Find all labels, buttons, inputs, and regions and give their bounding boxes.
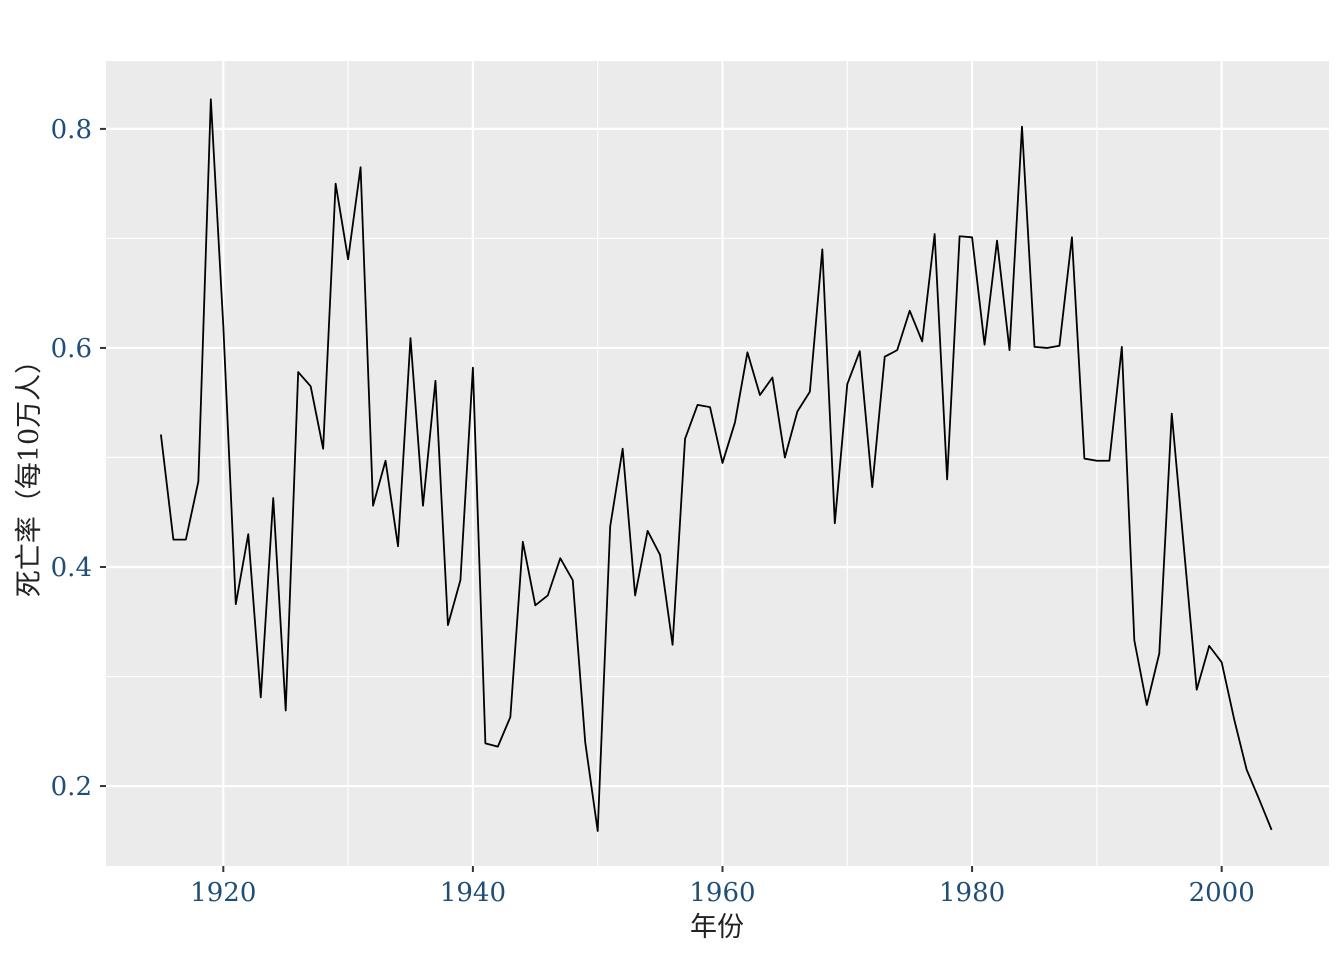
y-axis-title: 死亡率（每10万人）	[14, 347, 45, 597]
x-axis-title: 年份	[690, 912, 744, 943]
series-layer	[160, 98, 1273, 832]
x-tick-label: 2000	[1189, 878, 1255, 908]
major-gridlines	[106, 61, 1329, 866]
y-axis-ticks: 0.2 0.4 0.6 0.8	[51, 115, 106, 802]
y-tick-label: 0.2	[51, 772, 92, 802]
y-tick-label: 0.8	[51, 115, 92, 145]
x-tick-label: 1980	[939, 878, 1005, 908]
x-tick-label: 1940	[440, 878, 506, 908]
y-tick-label: 0.6	[51, 334, 92, 364]
x-axis-ticks: 1920 1940 1960 1980 2000	[190, 866, 1255, 908]
x-tick-label: 1920	[190, 878, 256, 908]
x-tick-label: 1960	[689, 878, 755, 908]
y-tick-label: 0.4	[51, 553, 92, 583]
panel-background	[106, 61, 1329, 866]
series-line	[160, 98, 1273, 832]
minor-gridlines	[106, 61, 1329, 866]
